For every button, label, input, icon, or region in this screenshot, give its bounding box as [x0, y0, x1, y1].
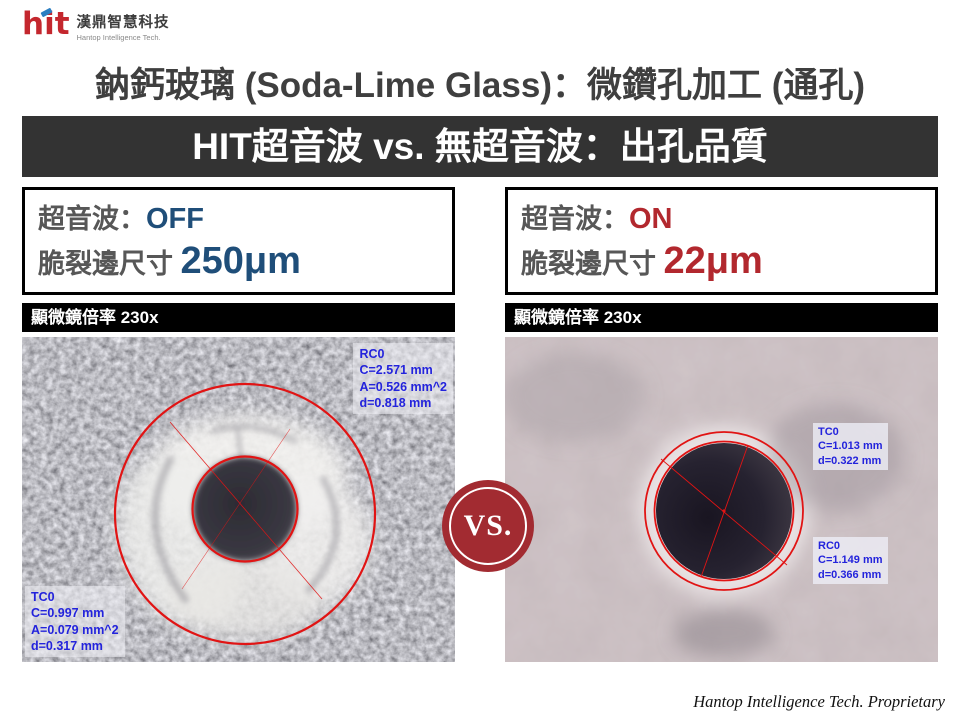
chip-size-line: 脆裂邊尺寸 22μm [521, 240, 922, 283]
measurement-annotation-tc0-right: TC0 C=1.013 mm d=0.322 mm [813, 423, 888, 470]
footer-proprietary: Hantop Intelligence Tech. Proprietary [693, 692, 945, 711]
microscope-photo-off: RC0 C=2.571 mm A=0.526 mm^2 d=0.818 mm T… [22, 337, 455, 662]
condition-value: ON [629, 203, 673, 235]
annotation-line: A=0.079 mm^2 [31, 622, 119, 637]
slide-title: 鈉鈣玻璃 (Soda-Lime Glass)：微鑽孔加工 (通孔) [94, 66, 866, 105]
condition-line: 超音波：ON [521, 197, 922, 236]
microscope-photo-on-svg [505, 337, 938, 662]
annotation-line: d=0.317 mm [31, 638, 103, 653]
company-name-zh: 漢鼎智慧科技 [76, 15, 170, 31]
annotation-line: d=0.322 mm [818, 454, 882, 467]
measurement-annotation-tc0-left: TC0 C=0.997 mm A=0.079 mm^2 d=0.317 mm [25, 586, 125, 657]
condition-label: 超音波： [38, 204, 146, 234]
annotation-line: TC0 [818, 426, 839, 438]
measurement-circles [113, 382, 377, 646]
chip-size-value: 250μm [180, 240, 301, 282]
comparison-banner: HIT超音波 vs. 無超音波：出孔品質 [22, 116, 938, 177]
logo-mark: hit [22, 7, 70, 40]
vs-badge: VS. [442, 480, 534, 572]
vs-badge-label: VS. [449, 487, 527, 565]
measurement-annotation-rc0-right: RC0 C=1.149 mm d=0.366 mm [813, 537, 888, 584]
chip-size-line: 脆裂邊尺寸 250μm [38, 240, 439, 283]
chip-size-label: 脆裂邊尺寸 [521, 249, 664, 279]
annotation-line: d=0.366 mm [818, 568, 882, 581]
annotation-line: C=0.997 mm [31, 606, 105, 621]
spec-box-off: 超音波：OFF 脆裂邊尺寸 250μm [22, 187, 455, 295]
magnification-bar-right: 顯微鏡倍率 230x [505, 303, 938, 332]
company-logo: hit 漢鼎智慧科技 Hantop Intelligence Tech. [22, 7, 170, 42]
condition-value: OFF [146, 203, 204, 235]
annotation-line: C=1.013 mm [818, 440, 883, 453]
annotation-line: RC0 [818, 540, 841, 552]
annotation-line: C=1.149 mm [818, 554, 883, 567]
logo-text: 漢鼎智慧科技 Hantop Intelligence Tech. [77, 9, 170, 42]
annotation-line: d=0.818 mm [359, 395, 432, 410]
microscope-photo-on: TC0 C=1.013 mm d=0.322 mm RC0 C=1.149 mm… [505, 337, 938, 662]
annotation-line: C=2.571 mm [359, 363, 433, 378]
chip-size-label: 脆裂邊尺寸 [38, 249, 181, 279]
annotation-line: A=0.526 mm^2 [359, 379, 447, 394]
magnification-bar-left: 顯微鏡倍率 230x [22, 303, 455, 332]
company-name-en: Hantop Intelligence Tech. [76, 33, 161, 42]
annotation-line: RC0 [359, 347, 385, 361]
panel-ultrasonic-on: 超音波：ON 脆裂邊尺寸 22μm 顯微鏡倍率 230x [505, 187, 938, 662]
measurement-circles [644, 431, 804, 591]
condition-label: 超音波： [521, 204, 629, 234]
panel-ultrasonic-off: 超音波：OFF 脆裂邊尺寸 250μm 顯微鏡倍率 230x [22, 187, 455, 662]
chip-size-value: 22μm [663, 240, 763, 282]
condition-line: 超音波：OFF [38, 197, 439, 236]
spec-box-on: 超音波：ON 脆裂邊尺寸 22μm [505, 187, 938, 295]
annotation-line: TC0 [31, 590, 55, 604]
measurement-annotation-rc0-left: RC0 C=2.571 mm A=0.526 mm^2 d=0.818 mm [353, 343, 453, 414]
